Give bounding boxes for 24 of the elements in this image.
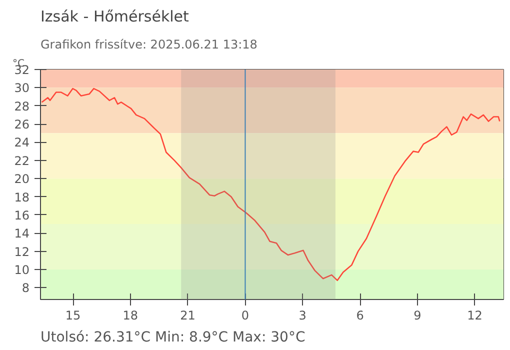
y-tick-label: 12 — [14, 244, 30, 259]
y-tick-label: 16 — [14, 208, 30, 222]
text: Utolsó: 26.31°C Min: 8.9°C Max: 30°C — [40, 330, 306, 346]
y-tick-label: 30 — [14, 81, 30, 96]
x-tick-label: 12 — [467, 308, 482, 322]
y-tick-label: 22 — [14, 154, 30, 168]
y-tick-label: 8 — [22, 281, 30, 296]
x-tick-label: 15 — [65, 308, 81, 322]
y-tick-label: 26 — [14, 118, 30, 132]
y-tick-label: 24 — [14, 136, 30, 150]
y-tick-label: 14 — [14, 226, 30, 241]
y-tick-label: 28 — [14, 99, 30, 114]
y-tick-label: 20 — [14, 172, 30, 186]
x-tick-label: 6 — [356, 308, 364, 322]
x-tick-label: 0 — [241, 308, 250, 322]
x-tick-label: 21 — [180, 308, 196, 322]
x-tick-label: 9 — [414, 308, 422, 322]
x-tick-label: 3 — [298, 308, 306, 322]
chart-title: Izsák - Hőmérséklet — [40, 8, 190, 26]
chart-subtitle: Grafikon frissítve: 2025.06.21 13:18 — [40, 38, 258, 52]
x-tick-label: 18 — [122, 308, 138, 322]
line-series — [41, 88, 500, 282]
y-tick-label: 18 — [14, 190, 30, 204]
y-tick-label: 10 — [14, 263, 30, 277]
